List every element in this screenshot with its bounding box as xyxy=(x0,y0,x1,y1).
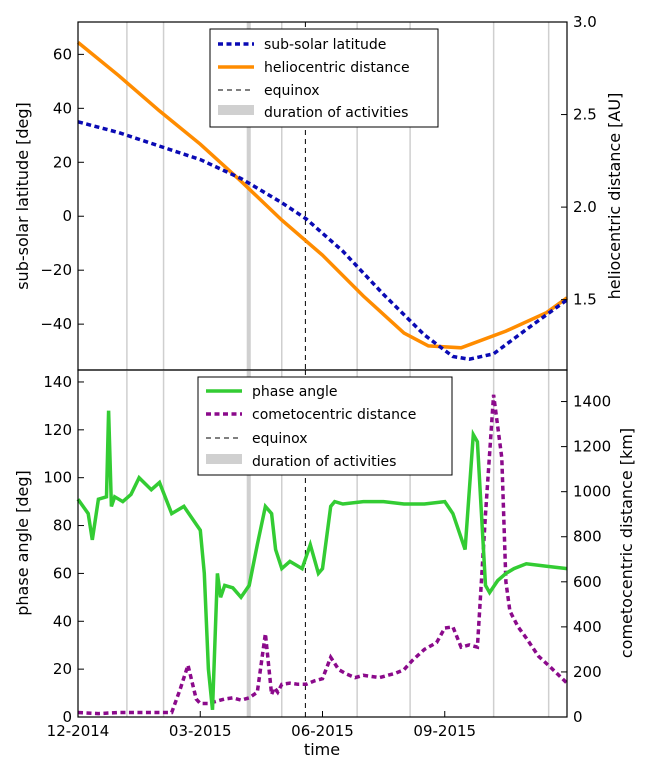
y-tick-label: 40 xyxy=(53,612,72,630)
y-tick-label: 0 xyxy=(62,207,72,225)
top-left-axis-ticks: 60 40 20 0 −20 −40 xyxy=(40,45,84,333)
legend-text-activity-bottom: duration of activities xyxy=(252,454,396,470)
y-tick-label: 120 xyxy=(43,421,72,439)
x-axis-label: time xyxy=(304,740,340,759)
y2-tick-label: 1.5 xyxy=(573,291,597,309)
y-tick-label: −40 xyxy=(40,315,72,333)
y-tick-label: 0 xyxy=(62,708,72,726)
top-right-axis-ticks: 3.0 2.5 2.0 1.5 xyxy=(561,13,597,309)
legend-text-latitude: sub-solar latitude xyxy=(264,37,386,53)
bottom-legend: phase angle cometocentric distance equin… xyxy=(197,376,453,476)
y2-tick-label: 0 xyxy=(573,708,583,726)
bottom-activity-bands xyxy=(246,370,251,717)
y-tick-label: 80 xyxy=(53,517,72,535)
y2-tick-label: 2.5 xyxy=(573,106,597,124)
y-tick-label: 20 xyxy=(53,660,72,678)
top-right-axis-label: heliocentric distance [AU] xyxy=(605,93,624,300)
sub-solar-latitude-line xyxy=(77,120,569,361)
bottom-left-axis-label: phase angle [deg] xyxy=(13,470,32,615)
legend-text-equinox-top: equinox xyxy=(264,83,320,99)
legend-text-cometo: cometocentric distance xyxy=(252,407,416,423)
legend-text-activity-top: duration of activities xyxy=(264,105,408,121)
heliocentric-distance-line xyxy=(76,41,569,350)
top-activity-bands xyxy=(246,22,251,370)
y-tick-label: 60 xyxy=(53,45,72,63)
cometocentric-distance-line xyxy=(77,394,569,716)
y2-tick-label: 800 xyxy=(573,528,602,546)
legend-text-helio: heliocentric distance xyxy=(264,60,410,76)
x-tick-label: 12-2014 xyxy=(47,722,110,740)
y-tick-label: 140 xyxy=(43,373,72,391)
legend-swatch-activity-top xyxy=(218,105,254,115)
y-tick-label: −20 xyxy=(40,261,72,279)
y2-tick-label: 400 xyxy=(573,618,602,636)
legend-text-phase: phase angle xyxy=(252,384,338,400)
top-left-axis-label: sub-solar latitude [deg] xyxy=(13,102,32,290)
y2-tick-label: 1000 xyxy=(573,483,611,501)
y2-tick-label: 200 xyxy=(573,663,602,681)
x-tick-label: 09-2015 xyxy=(413,722,476,740)
x-tick-label: 06-2015 xyxy=(291,722,354,740)
y-tick-label: 60 xyxy=(53,564,72,582)
activity-band xyxy=(246,22,251,370)
bottom-x-axis-ticks: 12-2014 03-2015 06-2015 09-2015 xyxy=(47,711,476,740)
legend-swatch-activity-bottom xyxy=(206,454,242,464)
legend-text-equinox-bottom: equinox xyxy=(252,431,308,447)
phase-angle-line xyxy=(76,410,568,710)
y2-tick-label: 3.0 xyxy=(573,13,597,31)
y-tick-label: 20 xyxy=(53,153,72,171)
y-tick-label: 40 xyxy=(53,99,72,117)
y2-tick-label: 600 xyxy=(573,573,602,591)
activity-band xyxy=(246,370,251,717)
y2-tick-label: 2.0 xyxy=(573,198,597,216)
x-tick-label: 03-2015 xyxy=(169,722,232,740)
top-panel: 60 40 20 0 −20 −40 3.0 2.5 2.0 1.5 sub-solar lat… xyxy=(13,13,624,371)
bottom-right-axis-label: cometocentric distance [km] xyxy=(617,428,636,658)
bottom-right-axis-ticks: 1400 1200 1000 800 600 400 200 0 xyxy=(561,393,611,726)
y2-tick-label: 1200 xyxy=(573,438,611,456)
bottom-left-axis-ticks: 140 120 100 80 60 40 20 0 xyxy=(43,373,84,726)
y2-tick-label: 1400 xyxy=(573,393,611,411)
y-tick-label: 100 xyxy=(43,469,72,487)
top-legend: sub-solar latitude heliocentric distance… xyxy=(209,28,439,128)
